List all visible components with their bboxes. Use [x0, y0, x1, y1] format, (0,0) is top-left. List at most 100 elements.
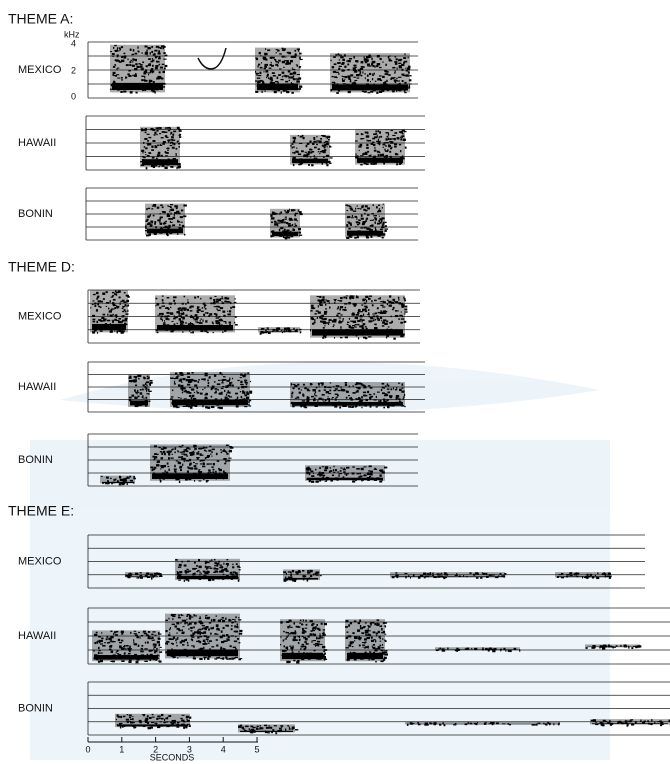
sound-core: [142, 159, 178, 165]
sound-core: [332, 85, 408, 91]
sound-speck: [586, 574, 588, 575]
sound-speck: [176, 645, 177, 647]
sound-speck: [355, 398, 357, 400]
sound-speck: [90, 307, 91, 308]
sound-speck: [359, 637, 361, 639]
sound-speck: [160, 204, 162, 206]
sound-speck: [357, 312, 359, 314]
sound-speck: [389, 141, 392, 142]
sound-speck: [484, 723, 486, 725]
sound-speck: [375, 227, 376, 229]
sound-speck: [115, 50, 118, 52]
sound-speck: [211, 406, 214, 408]
sound-speck: [175, 640, 176, 642]
sound-speck: [214, 296, 216, 297]
sound-speck: [375, 640, 376, 642]
sound-speck: [145, 230, 147, 231]
sound-core: [357, 158, 403, 163]
sound-speck: [325, 308, 327, 309]
sound-speck: [209, 376, 210, 378]
sound-speck: [395, 56, 397, 57]
sound-speck: [217, 299, 219, 300]
sound-speck: [129, 646, 131, 648]
sound-speck: [194, 380, 196, 382]
sound-speck: [319, 633, 320, 634]
sound-speck: [216, 453, 217, 455]
sound-speck: [203, 303, 204, 304]
sound-speck: [279, 68, 281, 69]
sound-speck: [378, 646, 381, 647]
sound-speck: [198, 629, 201, 631]
sound-speck: [361, 75, 363, 77]
frequency-tick: 0: [71, 91, 76, 101]
sound-speck: [202, 625, 205, 626]
sound-speck: [382, 154, 384, 156]
sound-speck: [230, 447, 233, 449]
sound-speck: [333, 466, 334, 468]
sound-speck: [316, 387, 318, 389]
sound-speck: [200, 622, 203, 623]
sound-speck: [311, 305, 314, 307]
sound-speck: [223, 450, 226, 452]
sound-speck: [156, 134, 157, 135]
sound-speck: [230, 302, 231, 304]
sound-speck: [291, 383, 292, 385]
sound-speck: [186, 718, 188, 719]
sound-speck: [165, 718, 167, 720]
sound-speck: [364, 302, 366, 304]
sound-speck: [165, 55, 168, 57]
sound-speck: [112, 320, 115, 321]
sound-speck: [398, 63, 401, 64]
sound-speck: [367, 56, 370, 58]
sound-speck: [360, 625, 361, 627]
sound-speck: [329, 390, 331, 392]
sound-speck: [110, 300, 111, 302]
sound-speck: [316, 136, 317, 137]
sound-speck: [355, 208, 356, 210]
sound-speck: [230, 307, 232, 309]
sound-speck: [101, 317, 104, 319]
sound-speck: [214, 374, 216, 376]
sound-speck: [125, 319, 127, 321]
sound-speck: [98, 647, 100, 649]
sound-speck: [309, 481, 311, 483]
sound-speck: [152, 456, 154, 458]
sound-speck: [207, 566, 210, 567]
sound-speck: [389, 296, 391, 297]
sound-speck: [367, 65, 370, 66]
sound-speck: [330, 89, 332, 91]
sound-speck: [387, 391, 390, 393]
sound-core: [177, 576, 238, 579]
sound-speck: [283, 571, 286, 573]
sound-speck: [396, 395, 399, 397]
sound-speck: [374, 150, 377, 152]
sound-speck: [183, 309, 185, 311]
sound-speck: [367, 92, 370, 93]
sound-core: [557, 576, 608, 577]
sound-speck: [291, 147, 293, 148]
sound-speck: [200, 319, 202, 320]
sound-speck: [402, 388, 404, 389]
sound-speck: [392, 135, 395, 136]
sound-speck: [148, 389, 150, 391]
sound-speck: [342, 389, 345, 391]
sound-speck: [161, 137, 164, 138]
sound-speck: [216, 615, 217, 617]
sound-speck: [350, 297, 352, 299]
sound-speck: [115, 479, 117, 480]
sound-speck: [334, 337, 335, 339]
sound-speck: [226, 658, 229, 659]
sound-speck: [365, 132, 368, 134]
sound-speck: [404, 298, 406, 300]
sound-speck: [180, 313, 183, 315]
sound-speck: [180, 222, 182, 223]
row-label: HAWAII: [18, 381, 56, 393]
sound-speck: [112, 292, 115, 293]
sound-speck: [225, 322, 226, 324]
sound-speck: [120, 716, 122, 718]
sound-speck: [234, 619, 235, 621]
sound-speck: [257, 65, 258, 67]
sound-speck: [165, 65, 168, 67]
sound-speck: [176, 148, 178, 150]
sound-speck: [148, 74, 149, 75]
